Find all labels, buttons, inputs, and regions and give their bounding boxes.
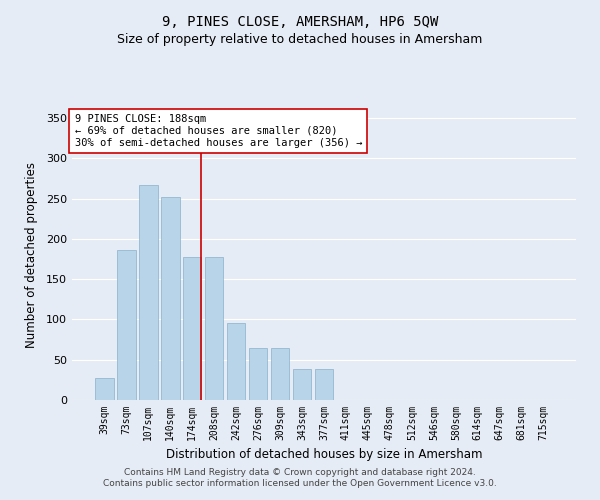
- X-axis label: Distribution of detached houses by size in Amersham: Distribution of detached houses by size …: [166, 448, 482, 462]
- Text: Size of property relative to detached houses in Amersham: Size of property relative to detached ho…: [118, 32, 482, 46]
- Bar: [183, 256, 202, 400]
- Bar: [117, 250, 136, 400]
- Bar: [314, 370, 334, 400]
- Bar: [227, 322, 245, 400]
- Bar: [205, 256, 223, 400]
- Bar: [95, 378, 113, 400]
- Y-axis label: Number of detached properties: Number of detached properties: [25, 162, 38, 348]
- Bar: [249, 348, 268, 400]
- Text: 9 PINES CLOSE: 188sqm
← 69% of detached houses are smaller (820)
30% of semi-det: 9 PINES CLOSE: 188sqm ← 69% of detached …: [74, 114, 362, 148]
- Text: Contains HM Land Registry data © Crown copyright and database right 2024.
Contai: Contains HM Land Registry data © Crown c…: [103, 468, 497, 487]
- Bar: [139, 185, 158, 400]
- Bar: [293, 370, 311, 400]
- Text: 9, PINES CLOSE, AMERSHAM, HP6 5QW: 9, PINES CLOSE, AMERSHAM, HP6 5QW: [162, 15, 438, 29]
- Bar: [161, 197, 179, 400]
- Bar: [271, 348, 289, 400]
